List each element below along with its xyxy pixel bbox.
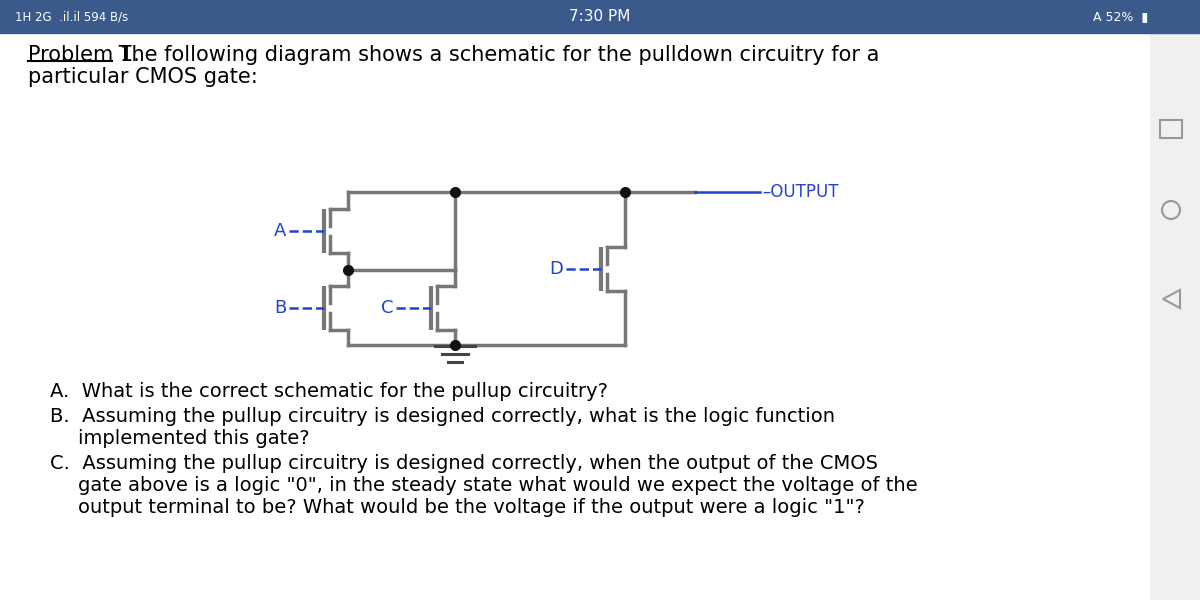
Text: B.  Assuming the pullup circuitry is designed correctly, what is the logic funct: B. Assuming the pullup circuitry is desi… — [50, 407, 835, 426]
Text: D: D — [550, 260, 563, 278]
Text: The following diagram shows a schematic for the pulldown circuitry for a: The following diagram shows a schematic … — [112, 45, 880, 65]
Bar — [0, 0, 1200, 33]
Text: implemented this gate?: implemented this gate? — [78, 429, 310, 448]
Text: C.  Assuming the pullup circuitry is designed correctly, when the output of the : C. Assuming the pullup circuitry is desi… — [50, 454, 878, 473]
Text: C: C — [380, 299, 394, 317]
Text: A 52%  ▮: A 52% ▮ — [1093, 10, 1148, 23]
Text: 7:30 PM: 7:30 PM — [569, 9, 631, 24]
Text: B: B — [274, 299, 286, 317]
Text: gate above is a logic "0", in the steady state what would we expect the voltage : gate above is a logic "0", in the steady… — [78, 476, 918, 495]
Bar — [1150, 33, 1200, 600]
Text: output terminal to be? What would be the voltage if the output were a logic "1"?: output terminal to be? What would be the… — [78, 498, 865, 517]
Text: –OUTPUT: –OUTPUT — [762, 183, 839, 201]
Text: A: A — [274, 222, 286, 240]
Text: 1H 2G  .il.il 594 B/s: 1H 2G .il.il 594 B/s — [14, 10, 128, 23]
Text: A.  What is the correct schematic for the pullup circuitry?: A. What is the correct schematic for the… — [50, 382, 608, 401]
Bar — [1160, 120, 1182, 138]
Text: Problem 1.: Problem 1. — [28, 45, 139, 65]
Text: particular CMOS gate:: particular CMOS gate: — [28, 67, 258, 87]
